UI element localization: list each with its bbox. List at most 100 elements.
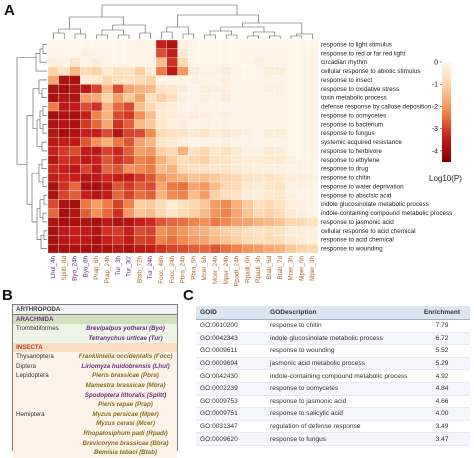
heatmap-cell bbox=[263, 110, 276, 121]
heatmap-cell bbox=[263, 172, 276, 183]
heatmap-cell bbox=[101, 101, 114, 112]
heatmap-cell bbox=[199, 48, 211, 58]
enrichment-cell: 4.00 bbox=[414, 407, 470, 421]
heatmap-cell bbox=[123, 164, 135, 174]
heatmap-cell bbox=[242, 235, 254, 245]
taxon-order bbox=[13, 419, 74, 429]
dendrogram-branch bbox=[39, 110, 43, 130]
heatmap-cell bbox=[307, 101, 319, 112]
heatmap-cell bbox=[274, 181, 286, 192]
taxon-species: Rhopalosiphum padi (Rpadi) bbox=[83, 429, 168, 437]
heatmap-cell bbox=[296, 39, 308, 50]
heatmap-cell bbox=[58, 110, 70, 121]
dendrogram-branch bbox=[74, 33, 87, 39]
dendrogram-branch bbox=[43, 195, 47, 205]
heatmap-cell bbox=[199, 155, 211, 165]
heatmap-cell bbox=[285, 57, 297, 67]
heatmap-cell bbox=[112, 181, 124, 192]
heatmap-cell bbox=[285, 190, 297, 200]
col-header-description: GODescription bbox=[266, 306, 414, 320]
heatmap-cell bbox=[307, 75, 319, 85]
heatmap-cell bbox=[91, 110, 103, 121]
dendrogram-branch bbox=[43, 230, 47, 240]
heatmap-cell bbox=[188, 39, 200, 50]
heatmap-cell bbox=[80, 119, 92, 129]
heatmap-cell bbox=[199, 181, 211, 192]
heatmap-cell bbox=[231, 84, 243, 94]
heatmap-cell bbox=[80, 137, 92, 147]
description-cell: regulation of defense response bbox=[266, 420, 414, 434]
heatmap-cell bbox=[47, 226, 60, 236]
heatmap-cell bbox=[242, 190, 254, 200]
enrichment-cell: 5.29 bbox=[414, 357, 470, 371]
heatmap-cell bbox=[112, 243, 124, 254]
heatmap-cell bbox=[58, 66, 70, 76]
heatmap-cell bbox=[155, 190, 168, 200]
heatmap-cell bbox=[166, 75, 178, 85]
heatmap-cell bbox=[253, 93, 265, 103]
heatmap-cell bbox=[177, 48, 189, 58]
heatmap-cell bbox=[155, 181, 168, 192]
dendrogram-branch bbox=[38, 79, 47, 94]
heatmap-cell bbox=[166, 172, 178, 183]
taxon-order: Trombidiformes bbox=[16, 325, 59, 332]
taxon-row: Pieris rapae (Prap) bbox=[13, 400, 177, 410]
heatmap-cell bbox=[199, 93, 211, 103]
heatmap-cell bbox=[58, 75, 70, 85]
heatmap-cell bbox=[91, 128, 103, 138]
row-label: response to acid chemical bbox=[321, 237, 394, 244]
heatmap-cell bbox=[145, 155, 157, 165]
heatmap-cell bbox=[296, 217, 308, 227]
heatmap-cell bbox=[209, 190, 222, 200]
heatmap-cell bbox=[263, 226, 276, 236]
heatmap-cell bbox=[80, 39, 92, 50]
heatmap-cell bbox=[123, 199, 135, 209]
heatmap-cell bbox=[307, 208, 319, 218]
heatmap-cell bbox=[209, 66, 222, 76]
heatmap-cell bbox=[199, 243, 211, 254]
heatmap-cell bbox=[166, 128, 178, 138]
heatmap-cell bbox=[155, 128, 168, 138]
dendrogram-branch bbox=[290, 35, 303, 39]
column-label: Mper_3h bbox=[309, 256, 316, 281]
heatmap-cell bbox=[307, 164, 319, 174]
taxon-order bbox=[13, 381, 74, 391]
heatmap-cell bbox=[91, 146, 103, 156]
column-label: Tur_30' bbox=[126, 256, 133, 277]
heatmap-cell bbox=[80, 48, 92, 58]
goid-cell: GO:0002239 bbox=[196, 382, 266, 396]
heatmap-cell bbox=[47, 190, 60, 200]
heatmap-cell bbox=[285, 66, 297, 76]
heatmap-cell bbox=[123, 110, 135, 121]
heatmap-cell bbox=[145, 243, 157, 254]
heatmap-cell bbox=[91, 137, 103, 147]
heatmap-cell bbox=[188, 48, 200, 58]
heatmap-cell bbox=[307, 217, 319, 227]
heatmap-cell bbox=[123, 226, 135, 236]
heatmap-cell bbox=[69, 190, 81, 200]
heatmap-cell bbox=[285, 75, 297, 85]
heatmap-cell bbox=[134, 128, 146, 138]
heatmap-cell bbox=[166, 164, 178, 174]
heatmap-cell bbox=[220, 48, 232, 58]
column-label: Mper_6h bbox=[298, 256, 305, 281]
heatmap-cell bbox=[253, 217, 265, 227]
heatmap-cell bbox=[220, 208, 232, 218]
heatmap-cell bbox=[231, 172, 243, 183]
heatmap-cell bbox=[166, 208, 178, 218]
row-label: response to drug bbox=[321, 166, 369, 173]
heatmap-cell bbox=[112, 84, 124, 94]
heatmap-cell bbox=[188, 119, 200, 129]
heatmap-cell bbox=[307, 155, 319, 165]
heatmap-cell bbox=[199, 199, 211, 209]
heatmap-cell bbox=[155, 217, 168, 227]
heatmap-cell bbox=[253, 84, 265, 94]
heatmap-cell bbox=[69, 146, 81, 156]
heatmap-cell bbox=[285, 119, 297, 129]
heatmap-cell bbox=[199, 84, 211, 94]
heatmap-cell bbox=[112, 235, 124, 245]
heatmap-cell bbox=[242, 48, 254, 58]
heatmap-cell bbox=[69, 181, 81, 192]
heatmap-cell bbox=[274, 66, 286, 76]
heatmap-cell bbox=[285, 235, 297, 245]
